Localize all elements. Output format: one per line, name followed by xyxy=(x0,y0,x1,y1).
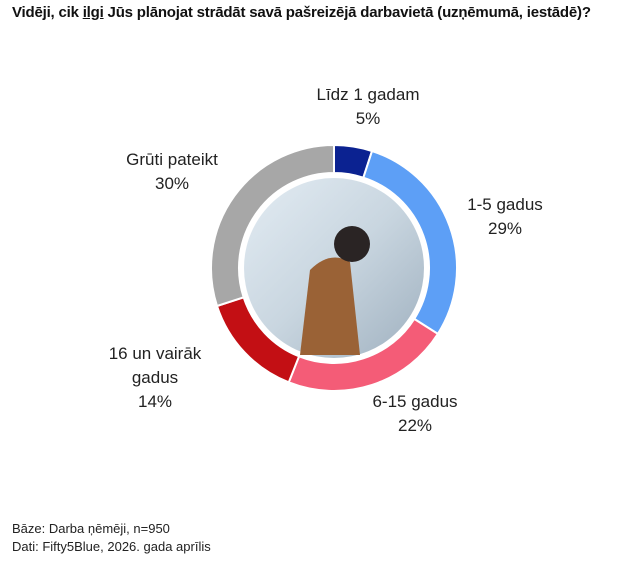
data-label: 6-15 gadus 22% xyxy=(350,390,480,438)
category-label: 6-15 gadus xyxy=(372,392,458,411)
value-label: 29% xyxy=(487,219,523,238)
donut-segment xyxy=(210,143,335,308)
title-part: Jūs plānojat strādāt savā pašreizējā dar… xyxy=(103,4,591,21)
photo-figure xyxy=(300,257,360,355)
data-label: 1-5 gadus 29% xyxy=(440,193,570,241)
title-emphasis: ilgi xyxy=(82,4,104,21)
value-label: 5% xyxy=(355,109,381,128)
category-label: Grūti pateikt xyxy=(126,150,218,169)
title-part: Vidēji, cik xyxy=(12,4,83,21)
category-label: 1-5 gadus xyxy=(467,195,543,214)
value-label: 14% xyxy=(137,392,173,411)
chart-title: Vidēji, cik ilgi Jūs plānojat strādāt sa… xyxy=(12,2,624,24)
data-label: Grūti pateikt 30% xyxy=(102,148,242,196)
value-label: 30% xyxy=(154,174,190,193)
data-label: Līdz 1 gadam 5% xyxy=(288,83,448,131)
value-label: 22% xyxy=(397,416,433,435)
category-label: 16 un vairāk gadus xyxy=(108,344,202,387)
category-label: Līdz 1 gadam xyxy=(316,85,420,104)
donut xyxy=(210,143,458,392)
photo-figure xyxy=(334,226,370,262)
data-label: 16 un vairāk gadus 14% xyxy=(100,342,210,414)
footnote: Bāze: Darba ņēmēji, n=950 xyxy=(12,521,170,536)
footnote: Dati: Fifty5Blue, 2026. gada aprīlis xyxy=(12,539,211,554)
